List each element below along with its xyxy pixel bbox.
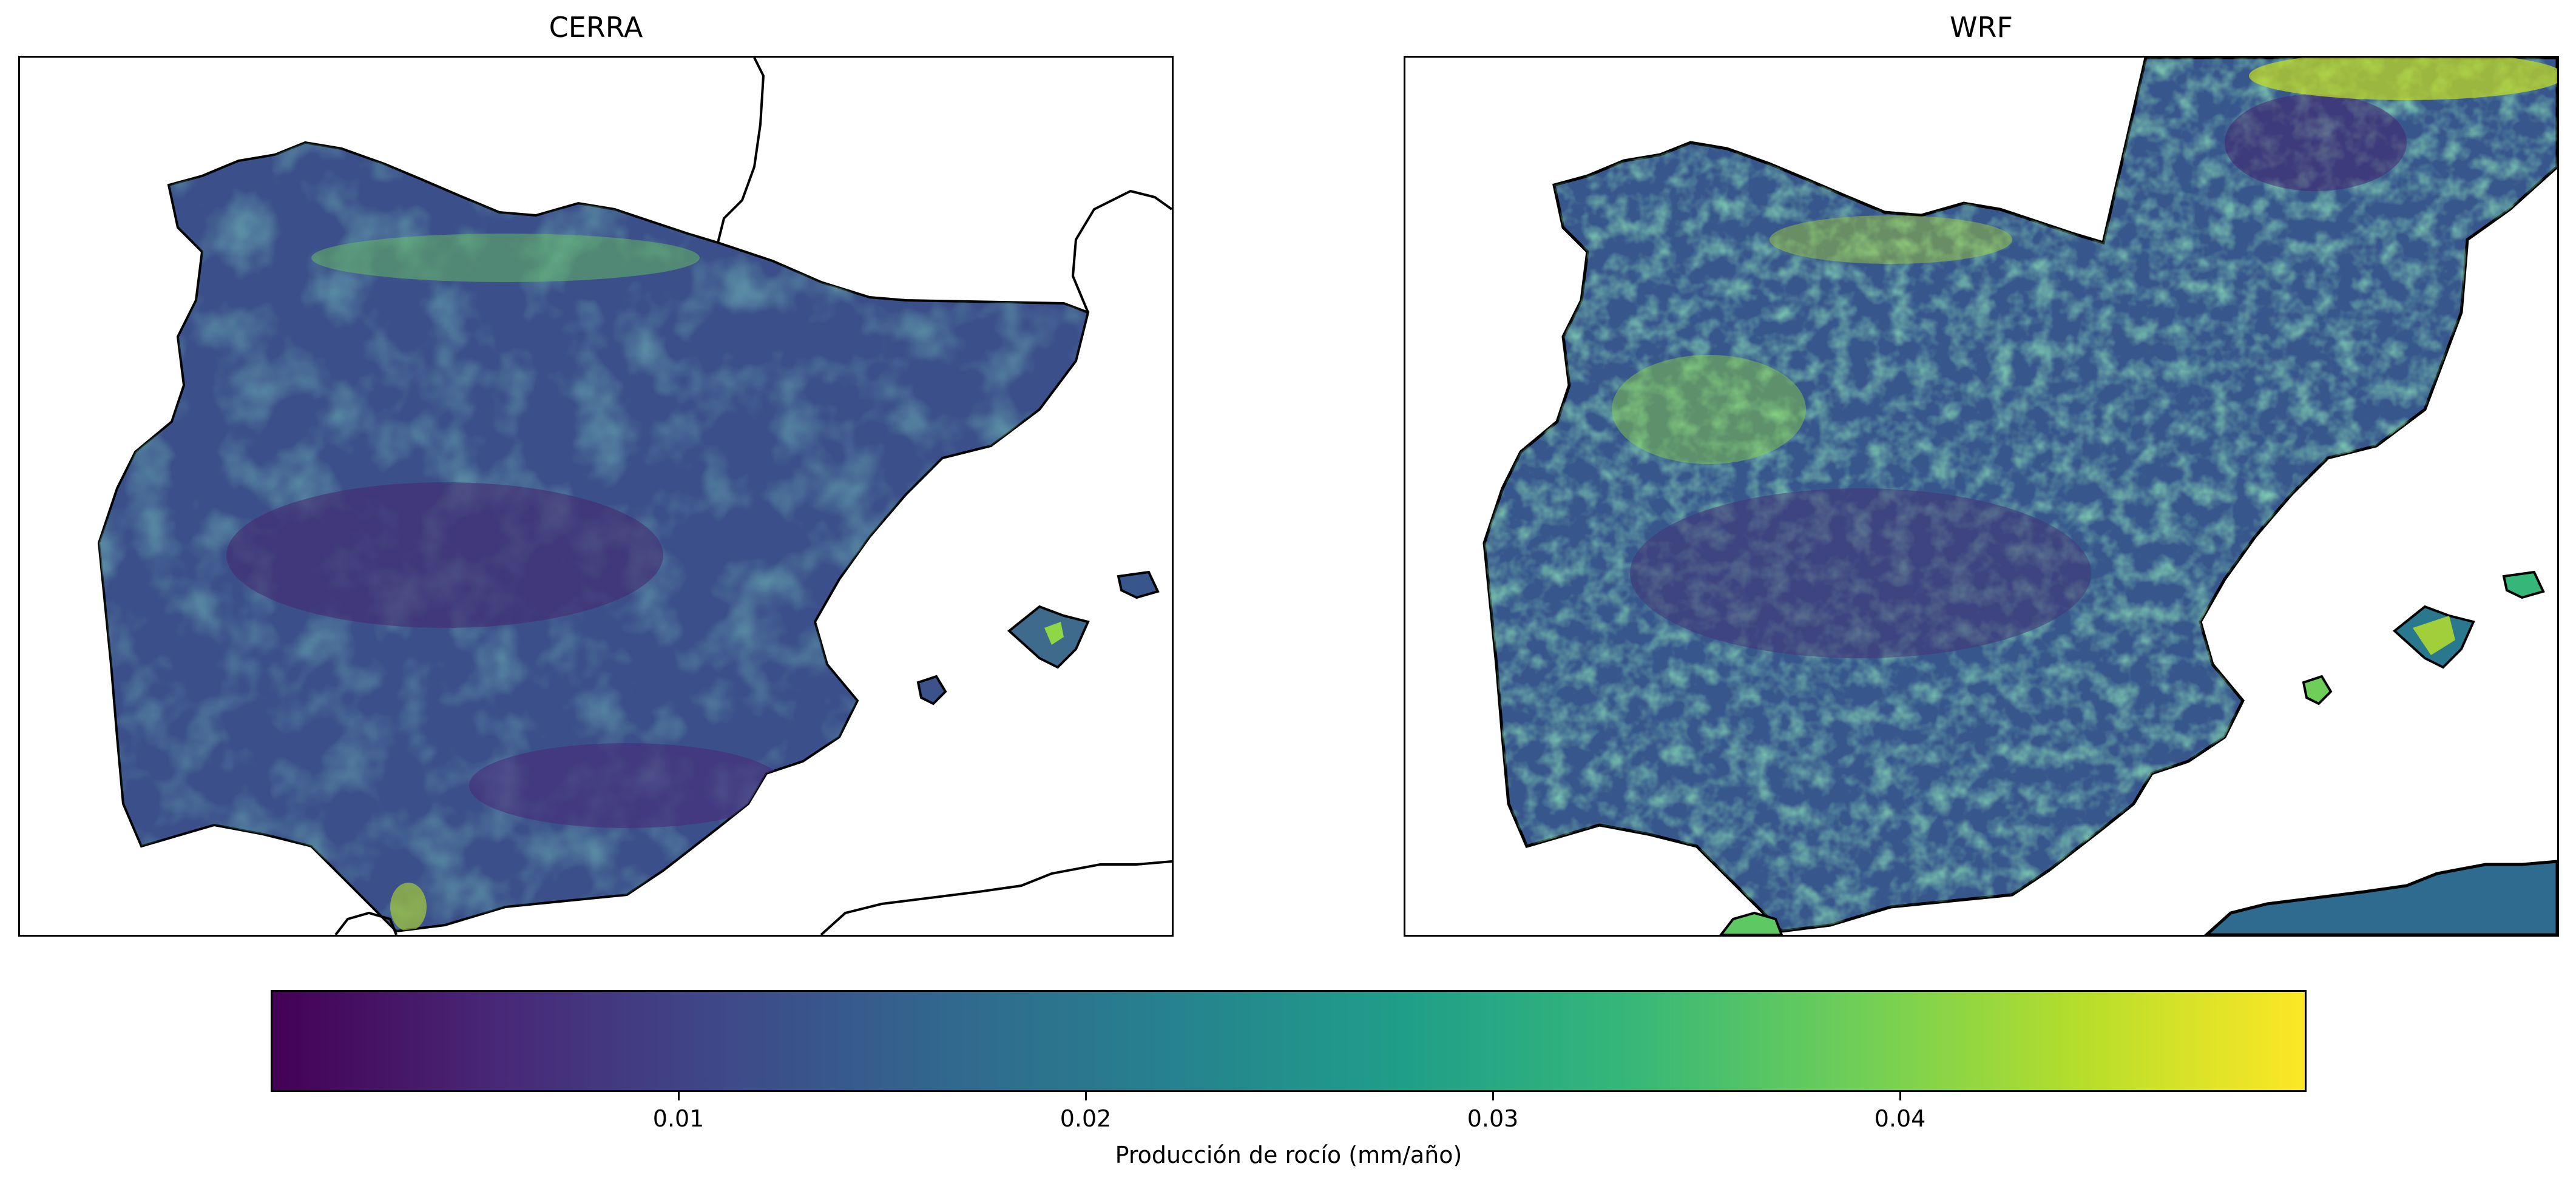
- colorbar-tick-label: 0.04: [1874, 1105, 1926, 1132]
- cerra-balearics: [916, 570, 1160, 706]
- wrf-landmass: [1482, 58, 2557, 933]
- panel-title-cerra: CERRA: [549, 11, 643, 44]
- colorbar-tick: [1085, 1092, 1087, 1100]
- panel-title-wrf: WRF: [1950, 11, 2013, 44]
- cerra-gulf-lion-coast: [1071, 189, 1172, 313]
- colorbar-tick: [1492, 1092, 1494, 1100]
- wrf-morocco-land: [1719, 911, 1783, 935]
- colorbar-tick-label: 0.02: [1060, 1105, 1112, 1132]
- colorbar-tick: [678, 1092, 680, 1100]
- cerra-landmass: [97, 141, 1090, 933]
- cerra-france-coast: [717, 58, 765, 243]
- colorbar-tick: [1899, 1092, 1901, 1100]
- wrf-balearics: [2302, 570, 2545, 706]
- colorbar-label: Producción de rocío (mm/año): [1115, 1142, 1462, 1168]
- map-wrf: [1404, 56, 2559, 937]
- colorbar-tick-label: 0.01: [652, 1105, 705, 1132]
- wrf-africa-land: [2204, 860, 2557, 935]
- colorbar-tick-label: 0.03: [1467, 1105, 1519, 1132]
- map-cerra: [18, 56, 1174, 937]
- cerra-morocco-coast: [334, 911, 397, 935]
- colorbar: [271, 990, 2307, 1092]
- cerra-africa-coast: [820, 860, 1172, 935]
